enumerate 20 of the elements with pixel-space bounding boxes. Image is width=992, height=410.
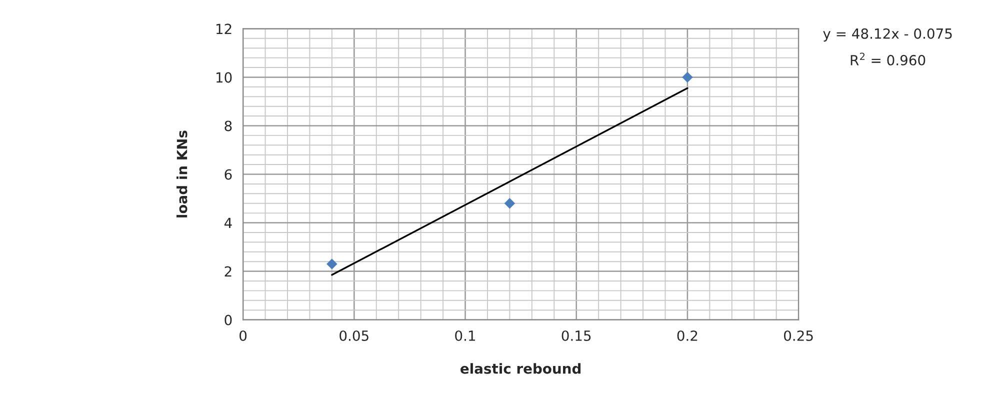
x-tick-label: 0.1 (455, 330, 476, 341)
x-tick-label: 0.15 (562, 330, 591, 341)
x-tick-label: 0.05 (340, 330, 368, 341)
point (326, 258, 338, 270)
y-tick-label: 2 (224, 266, 232, 277)
point (504, 198, 516, 209)
x-axis-title: elastic rebound (460, 363, 581, 374)
y-tick-label: 0 (224, 314, 232, 326)
y-axis-title: load in KNs (176, 130, 188, 218)
y-tick-label: 10 (216, 72, 232, 83)
text: R$^{2}$ = 0.960 (850, 52, 926, 66)
x-tick-label: 0.2 (677, 330, 698, 341)
y-tick-label: 12 (216, 24, 232, 34)
text: y = 48.12x - 0.075 (823, 28, 952, 42)
y-tick-label: 4 (224, 218, 232, 228)
x-tick-label: 0 (240, 330, 247, 341)
y-tick-label: 8 (224, 120, 232, 132)
point (682, 72, 693, 83)
x-tick-label: 0.25 (784, 330, 813, 341)
y-tick-label: 6 (224, 169, 232, 180)
